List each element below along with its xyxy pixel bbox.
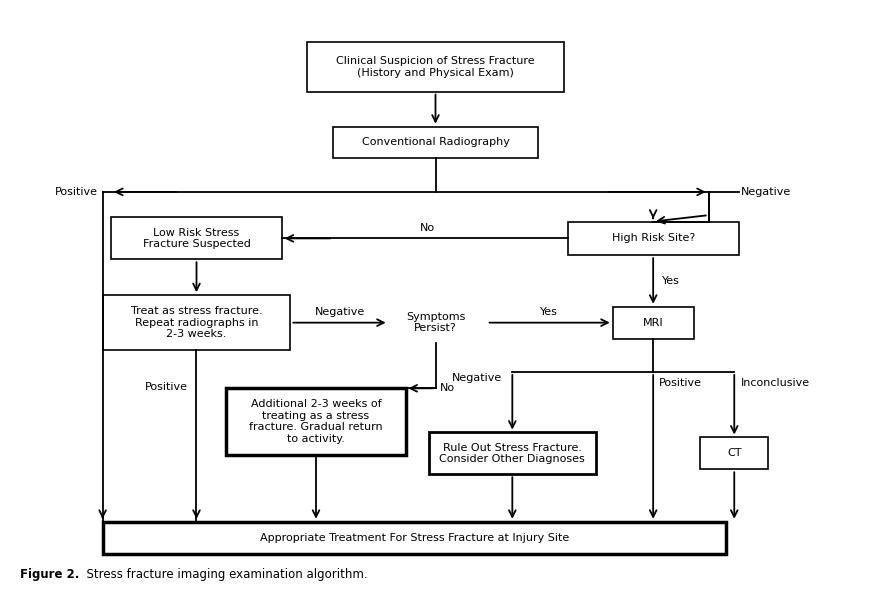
Text: Negative: Negative [314, 307, 365, 317]
Text: Positive: Positive [145, 381, 188, 391]
Bar [568, 222, 739, 255]
Text: High Risk Site?: High Risk Site? [611, 234, 695, 243]
Text: No: No [440, 383, 455, 393]
Text: Clinical Suspicion of Stress Fracture
(History and Physical Exam): Clinical Suspicion of Stress Fracture (H… [336, 56, 535, 78]
Bar [700, 438, 768, 470]
Text: Rule Out Stress Fracture.
Consider Other Diagnoses: Rule Out Stress Fracture. Consider Other… [440, 442, 585, 464]
Text: MRI: MRI [643, 318, 664, 328]
Text: Conventional Radiography: Conventional Radiography [361, 138, 510, 148]
Text: Stress fracture imaging examination algorithm.: Stress fracture imaging examination algo… [78, 568, 368, 581]
Bar [307, 42, 564, 92]
Text: Positive: Positive [56, 187, 98, 197]
Text: Inconclusive: Inconclusive [741, 378, 810, 388]
Bar [333, 126, 538, 158]
Text: Symptoms
Persist?: Symptoms Persist? [406, 312, 465, 333]
Text: Appropriate Treatment For Stress Fracture at Injury Site: Appropriate Treatment For Stress Fractur… [260, 533, 569, 543]
Bar [111, 218, 282, 259]
Bar [103, 295, 290, 350]
Text: Figure 2.: Figure 2. [20, 568, 79, 581]
Text: Yes: Yes [540, 307, 558, 317]
Text: CT: CT [727, 448, 741, 458]
Bar [429, 432, 596, 474]
Text: Additional 2-3 weeks of
treating as a stress
fracture. Gradual return
to activit: Additional 2-3 weeks of treating as a st… [249, 399, 383, 444]
Text: Low Risk Stress
Fracture Suspected: Low Risk Stress Fracture Suspected [143, 228, 251, 249]
Text: Negative: Negative [741, 187, 792, 197]
Text: Treat as stress fracture.
Repeat radiographs in
2-3 weeks.: Treat as stress fracture. Repeat radiogr… [131, 306, 262, 339]
Bar [103, 522, 726, 554]
Text: No: No [420, 222, 435, 232]
Text: Yes: Yes [662, 276, 679, 286]
Text: Negative: Negative [452, 373, 502, 383]
Text: Positive: Positive [659, 378, 702, 388]
Bar [612, 307, 693, 339]
Bar [226, 388, 406, 455]
